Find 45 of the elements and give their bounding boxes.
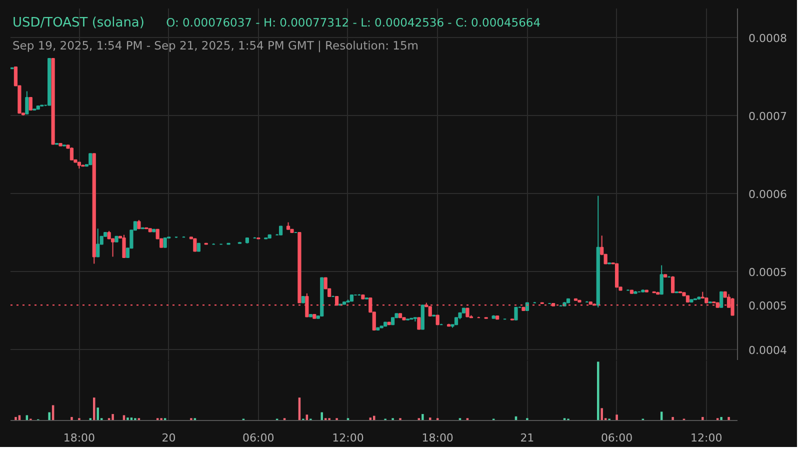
candlestick	[417, 317, 421, 330]
bar	[702, 416, 704, 420]
x-tick-label: 12:00	[690, 432, 722, 444]
x-tick-label: 21	[520, 432, 534, 444]
bar	[422, 414, 424, 420]
bar	[96, 408, 99, 420]
y-tick-label: 0.0005	[748, 266, 787, 280]
candlestick	[70, 146, 74, 160]
candlestick	[88, 153, 92, 166]
candlestick	[670, 276, 675, 294]
bar	[14, 416, 17, 420]
bar	[672, 416, 674, 420]
candlestick	[25, 90, 29, 114]
candlestick	[436, 314, 440, 326]
candlestick	[660, 264, 664, 295]
bar	[600, 408, 603, 420]
y-tick-label: 0.0006	[748, 188, 787, 201]
x-tick-label: 06:00	[600, 432, 633, 444]
bar	[720, 416, 722, 420]
x-tick-label: 18:00	[63, 432, 96, 444]
x-tick-label: 06:00	[242, 432, 274, 444]
text: USD/TOAST (solana)	[12, 16, 144, 30]
candlestick	[163, 237, 167, 248]
bar	[320, 412, 323, 420]
candlestick	[720, 291, 724, 308]
bar	[616, 414, 618, 420]
y-tick-label: 0.0007	[748, 110, 787, 123]
bar	[728, 416, 730, 420]
y-tick-label: 0.0004	[748, 344, 787, 358]
candlestick	[193, 238, 197, 252]
candlestick	[514, 306, 518, 320]
candlestick	[614, 263, 619, 288]
x-tick-label: 20	[162, 432, 176, 444]
x-tick-label: 12:00	[332, 432, 364, 444]
candlestick	[96, 228, 100, 258]
annotation: O: 0.00076037 - H: 0.00077312 - L: 0.00042536 - C: 0.00045664	[166, 16, 541, 30]
bar	[48, 412, 50, 420]
candlestick	[28, 96, 32, 110]
x-tick-label: 18:00	[422, 432, 454, 444]
candlestick	[122, 234, 126, 258]
bar	[126, 418, 129, 420]
bar	[70, 416, 73, 420]
text: Sep 19, 2025, 1:54 PM - Sep 21, 2025, 1:54 PM GMT | Resolution: 15m	[12, 38, 418, 52]
y-tick-label: 0.0008	[748, 32, 787, 45]
bar	[112, 414, 114, 420]
